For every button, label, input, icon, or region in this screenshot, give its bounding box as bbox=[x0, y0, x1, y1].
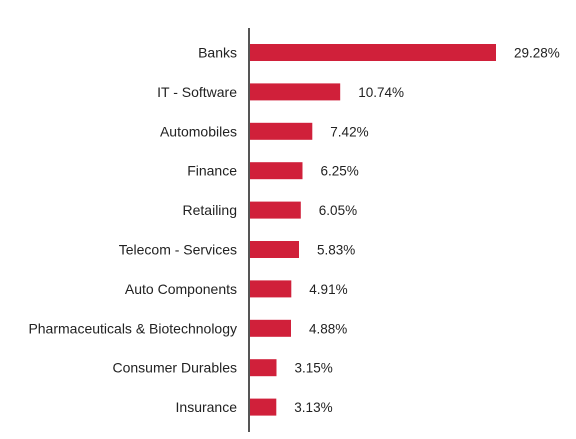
category-label: Automobiles bbox=[160, 123, 237, 139]
bar-telecom-services bbox=[250, 241, 299, 258]
category-label: Telecom - Services bbox=[119, 242, 237, 258]
value-label: 6.05% bbox=[319, 203, 357, 218]
category-label: Consumer Durables bbox=[113, 360, 238, 376]
category-label: IT - Software bbox=[157, 84, 237, 100]
bar-pharmaceuticals-biotechnology bbox=[250, 319, 291, 337]
bars-layer bbox=[250, 44, 496, 416]
bar-consumer-durables bbox=[250, 359, 277, 377]
category-label: Pharmaceuticals & Biotechnology bbox=[28, 320, 237, 336]
labels-layer: Banks 29.28% IT - Software 10.74% Automobile… bbox=[28, 45, 559, 416]
bar-banks bbox=[250, 44, 496, 61]
category-label: Retailing bbox=[183, 202, 237, 218]
value-label: 7.42% bbox=[330, 124, 368, 139]
category-label: Auto Components bbox=[125, 281, 237, 297]
value-label: 4.88% bbox=[309, 321, 347, 336]
bar-it-software bbox=[250, 83, 341, 101]
value-label: 3.13% bbox=[294, 400, 332, 415]
value-label: 6.25% bbox=[321, 164, 359, 179]
value-label: 3.15% bbox=[295, 361, 333, 376]
value-label: 5.83% bbox=[317, 243, 355, 258]
bar-auto-components bbox=[250, 280, 292, 298]
value-label: 10.74% bbox=[358, 85, 404, 100]
bar-automobiles bbox=[250, 122, 313, 140]
category-label: Finance bbox=[187, 163, 237, 179]
category-label: Insurance bbox=[176, 399, 238, 415]
value-label: 29.28% bbox=[514, 46, 560, 61]
bar-retailing bbox=[250, 201, 301, 219]
value-label: 4.91% bbox=[309, 282, 347, 297]
category-label: Banks bbox=[198, 45, 237, 61]
bar-finance bbox=[250, 162, 303, 180]
bar-insurance bbox=[250, 398, 277, 416]
